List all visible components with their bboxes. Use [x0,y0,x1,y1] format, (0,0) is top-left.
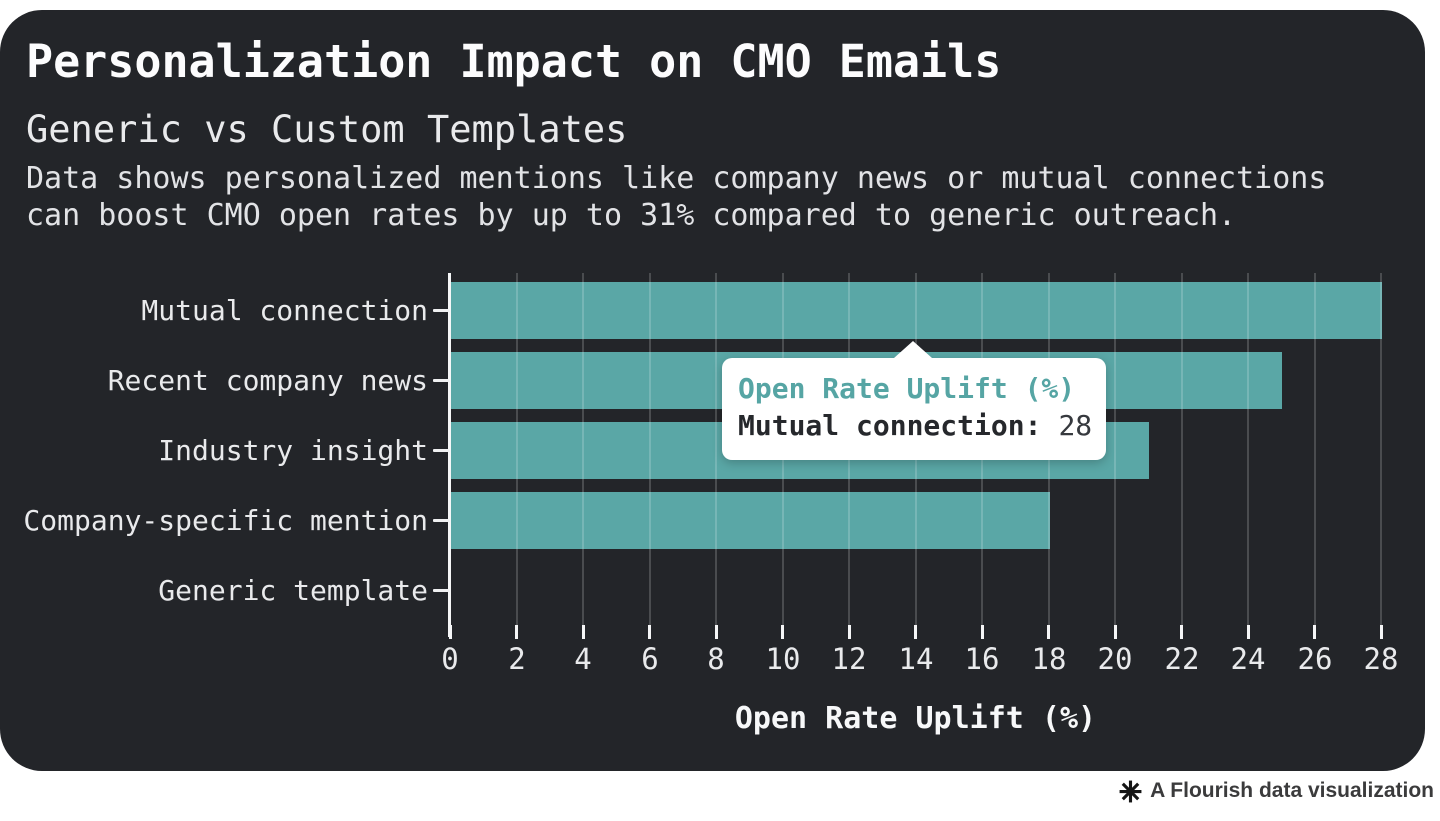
x-axis-tick [582,625,585,639]
x-axis-tick [1380,625,1383,639]
x-axis-title: Open Rate Uplift (%) [734,701,1097,736]
x-tick-label: 20 [1097,642,1133,676]
x-tick-label: 24 [1230,642,1266,676]
gridline [715,273,717,625]
x-axis-tick [648,625,651,639]
x-axis-tick [1114,625,1117,639]
gridline [1247,273,1249,625]
tooltip-category: Mutual connection: [738,409,1042,442]
bar-company-specific-mention[interactable] [451,492,1050,549]
category-label-generic-template: Generic template [158,573,428,607]
category-label-company-specific-mention: Company-specific mention [23,503,428,537]
tooltip-value: 28 [1058,409,1093,442]
gridline [582,273,584,625]
flourish-credit[interactable]: A Flourish data visualization [0,774,1434,808]
chart-description-line-1: Data shows personalized mentions like co… [26,161,1327,196]
x-tick-label: 16 [964,642,1000,676]
gridline [516,273,518,625]
tooltip-row: Mutual connection: 28 [738,407,1093,445]
x-tick-label: 18 [1031,642,1067,676]
x-tick-label: 8 [707,642,725,676]
chart-description-line-2: can boost CMO open rates by up to 31% co… [26,198,1237,233]
x-axis-tick [1180,625,1183,639]
x-tick-label: 12 [831,642,867,676]
x-tick-label: 28 [1363,642,1399,676]
bar-mutual-connection[interactable] [451,282,1382,339]
category-label-industry-insight: Industry insight [158,433,428,467]
x-tick-label: 10 [765,642,801,676]
x-axis-tick [914,625,917,639]
x-tick-label: 26 [1297,642,1333,676]
y-axis-line [448,273,451,637]
x-axis-tick [715,625,718,639]
x-axis-tick [449,625,452,639]
flourish-asterisk-icon [1119,780,1142,802]
x-axis-tick [1247,625,1250,639]
x-axis-tick [1047,625,1050,639]
gridline [1314,273,1316,625]
x-tick-label: 4 [574,642,592,676]
x-axis-tick [1313,625,1316,639]
category-label-recent-company-news: Recent company news [107,363,428,397]
gridline [1380,273,1382,625]
category-tick [433,449,449,452]
plot-area: Open Rate Uplift (%) Open Rate Uplift (%… [0,10,1425,771]
chart-title: Personalization Impact on CMO Emails [26,35,1002,88]
x-tick-label: 2 [508,642,526,676]
tooltip-arrow-icon [894,341,932,358]
gridline [1114,273,1116,625]
category-label-mutual-connection: Mutual connection [141,293,428,327]
gridline [1181,273,1183,625]
category-tick [433,589,449,592]
category-tick [433,519,449,522]
x-tick-label: 14 [898,642,934,676]
category-tick [433,309,449,312]
x-axis-tick [515,625,518,639]
x-tick-label: 6 [641,642,659,676]
x-tick-label: 0 [441,642,459,676]
tooltip-series-title: Open Rate Uplift (%) [738,372,1076,405]
tooltip: Open Rate Uplift (%) Mutual connection: 2… [722,341,1106,460]
x-axis-tick [781,625,784,639]
chart-description: Data shows personalized mentions like co… [26,160,1326,234]
flourish-credit-text: A Flourish data visualization [1150,779,1434,802]
x-axis-tick [848,625,851,639]
gridline [649,273,651,625]
x-axis-tick [981,625,984,639]
chart-card: Personalization Impact on CMO Emails Gen… [0,10,1425,771]
x-tick-label: 22 [1164,642,1200,676]
category-tick [433,379,449,382]
chart-subtitle: Generic vs Custom Templates [26,108,628,151]
